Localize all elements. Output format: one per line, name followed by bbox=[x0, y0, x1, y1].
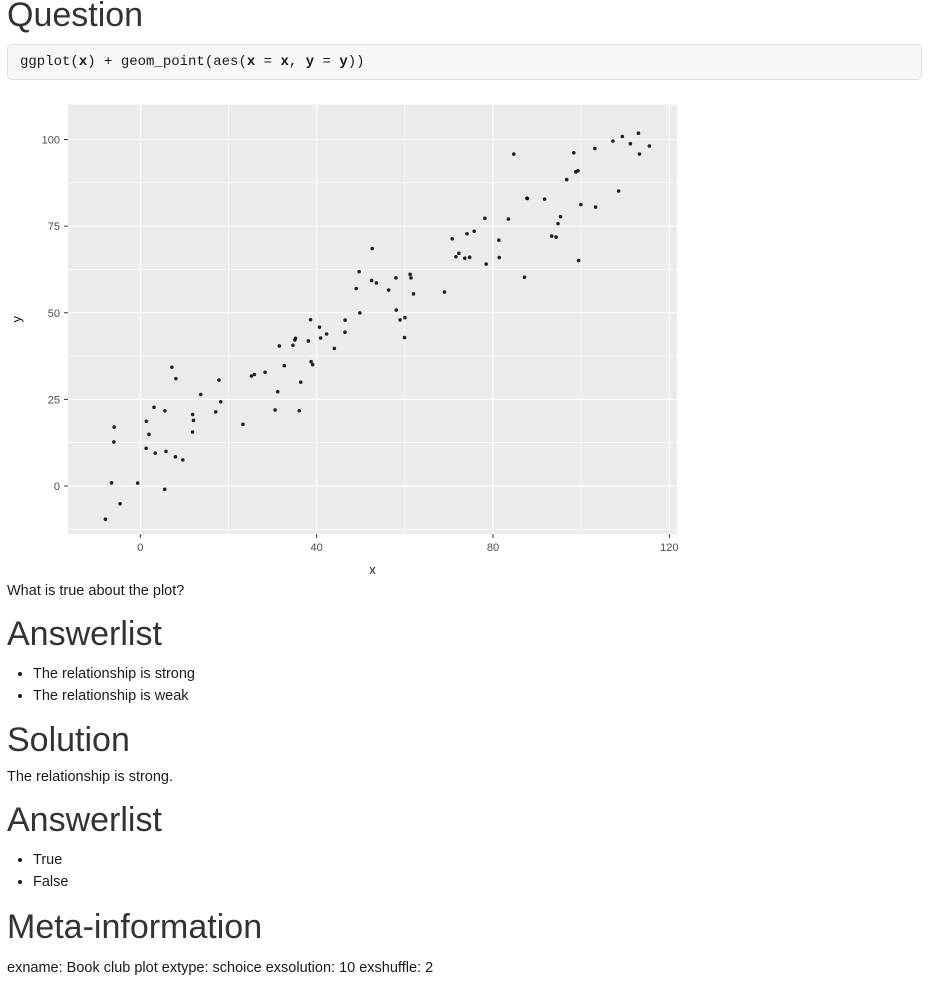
svg-text:120: 120 bbox=[660, 542, 678, 554]
svg-text:40: 40 bbox=[311, 542, 323, 554]
svg-text:50: 50 bbox=[48, 308, 60, 320]
svg-text:y: y bbox=[9, 315, 24, 322]
svg-text:x: x bbox=[369, 562, 376, 577]
svg-text:100: 100 bbox=[42, 134, 60, 146]
svg-text:25: 25 bbox=[48, 394, 60, 406]
svg-text:75: 75 bbox=[48, 221, 60, 233]
svg-text:0: 0 bbox=[54, 481, 60, 493]
svg-text:80: 80 bbox=[487, 542, 499, 554]
svg-text:0: 0 bbox=[137, 542, 143, 554]
